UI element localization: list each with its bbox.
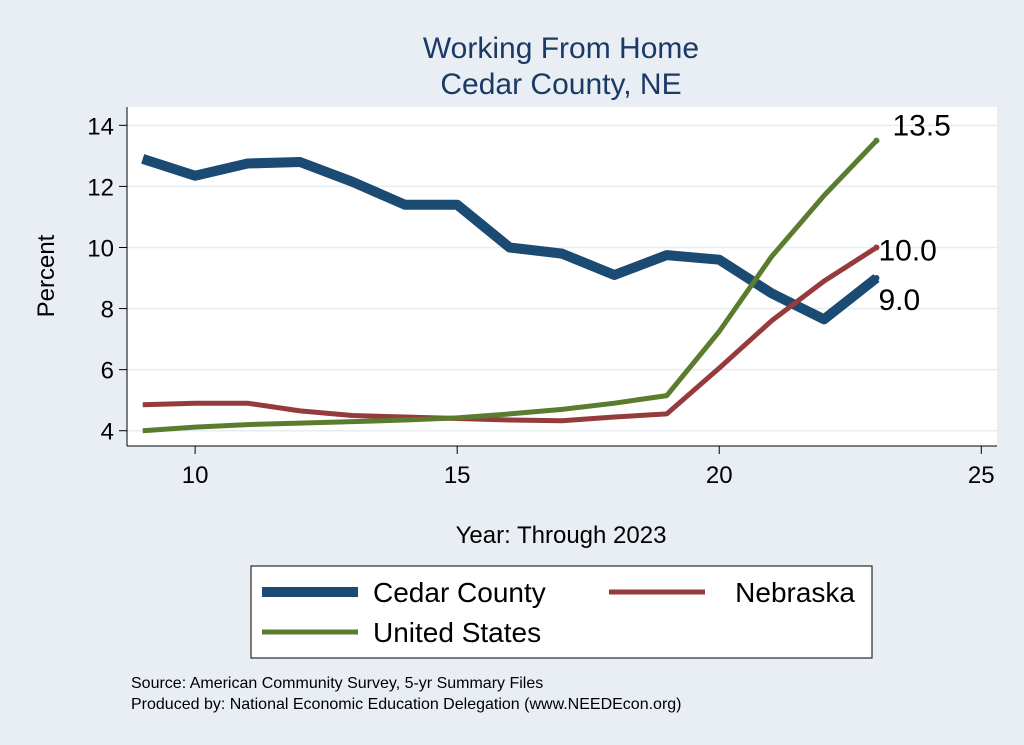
- end-label-cedar-county: 9.0: [878, 284, 920, 317]
- legend-label-nebraska: Nebraska: [735, 577, 855, 608]
- source-line-1: Source: American Community Survey, 5-yr …: [131, 675, 543, 692]
- x-tick-label: 20: [706, 462, 733, 489]
- end-label-nebraska: 10.0: [878, 234, 936, 267]
- x-tick-label: 10: [182, 462, 209, 489]
- y-tick-label: 14: [87, 113, 114, 140]
- series-line-nebraska: [142, 245, 878, 424]
- legend-label-united-states: United States: [373, 617, 541, 648]
- source-line-2: Produced by: National Economic Education…: [131, 696, 682, 713]
- end-point-united-states: [873, 137, 880, 144]
- chart-title: Working From Home: [423, 32, 699, 65]
- y-tick-label: 6: [101, 358, 114, 385]
- end-point-cedar-county: [873, 275, 880, 282]
- gridlines: [127, 124, 997, 432]
- x-ticks: 10 15 20 25: [182, 446, 995, 489]
- y-ticks: 4 6 8 10 12 14: [87, 113, 127, 446]
- legend-box: [250, 565, 873, 659]
- y-tick-label: 12: [87, 174, 114, 201]
- legend: Cedar County Nebraska United States: [250, 565, 873, 659]
- y-tick-label: 4: [101, 419, 114, 446]
- end-label-united-states: 13.5: [892, 110, 950, 143]
- plot-area: [127, 107, 997, 446]
- series-lines: [141, 138, 880, 434]
- chart-subtitle: Cedar County, NE: [440, 68, 681, 101]
- series-line-united-states: [142, 138, 879, 434]
- end-labels: 9.0 10.0 13.5: [873, 110, 951, 317]
- x-axis-title: Year: Through 2023: [456, 522, 667, 549]
- y-tick-label: 10: [87, 235, 114, 262]
- legend-label-cedar-county: Cedar County: [373, 577, 546, 608]
- x-tick-label: 25: [968, 462, 995, 489]
- y-tick-label: 8: [101, 297, 114, 324]
- x-tick-label: 15: [444, 462, 471, 489]
- y-axis-title: Percent: [33, 234, 60, 317]
- end-point-nebraska: [873, 244, 880, 251]
